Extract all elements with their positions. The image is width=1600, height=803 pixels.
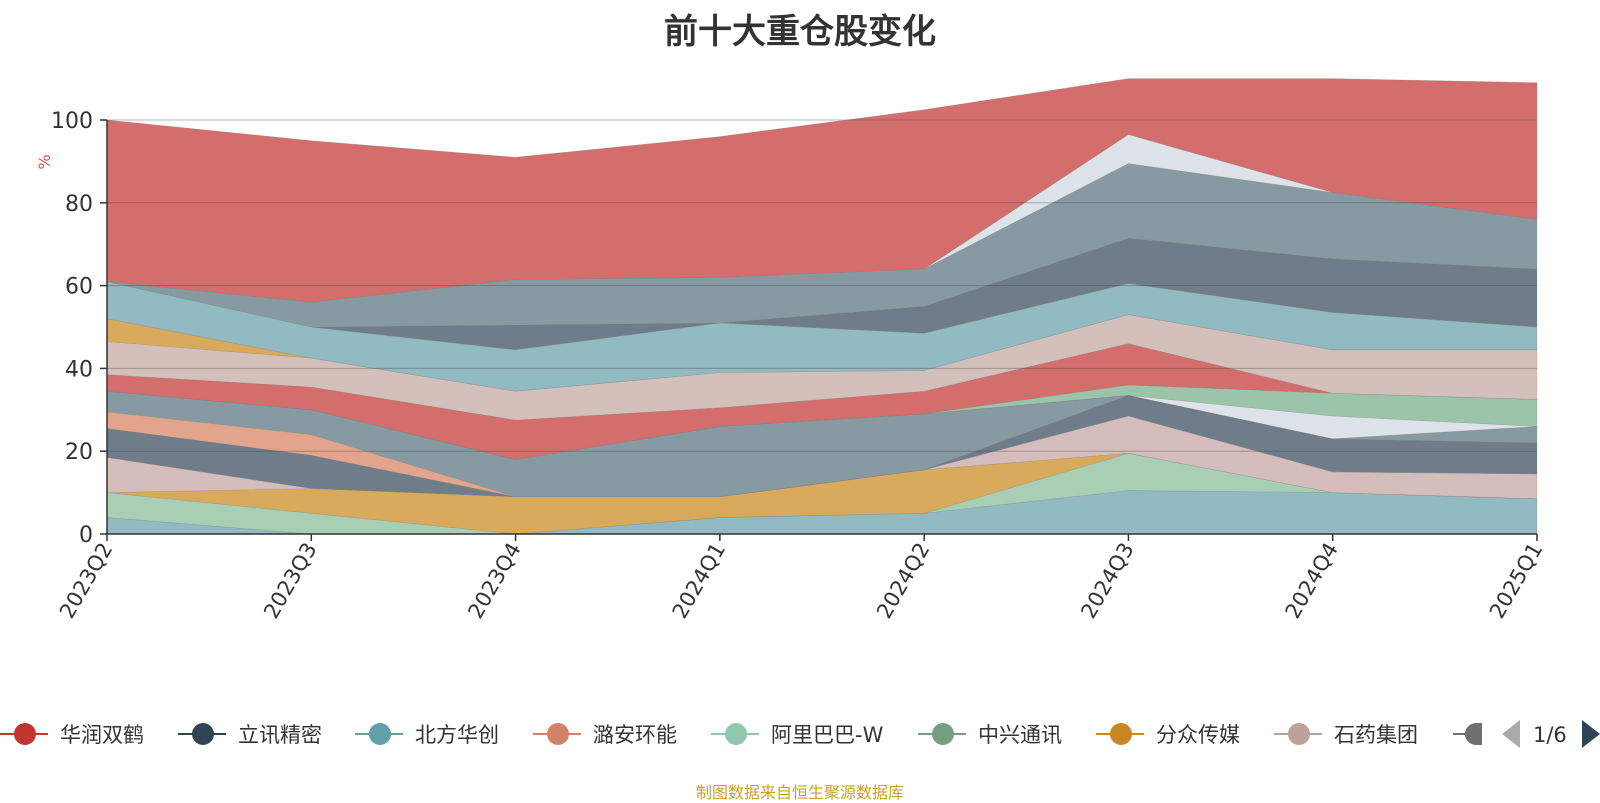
legend-label: 潞安环能 xyxy=(593,723,677,747)
legend-item[interactable]: 阿里巴巴-W xyxy=(711,723,884,747)
legend-label: 华润双鹤 xyxy=(60,723,144,747)
legend-marker-icon xyxy=(547,723,569,745)
legend-item[interactable]: 中兴通讯 xyxy=(918,723,1062,747)
y-tick-label: 60 xyxy=(65,275,93,300)
legend-item[interactable]: 分众传媒 xyxy=(1096,723,1240,747)
area-series-sage-mid xyxy=(106,384,1538,460)
legend-label: 北方华创 xyxy=(415,723,499,747)
legend-label: 阿里巴巴-W xyxy=(771,723,884,747)
x-tick-label: 2024Q2 xyxy=(872,539,934,623)
y-tick-label: 20 xyxy=(65,440,93,465)
x-tick-label: 2024Q4 xyxy=(1281,539,1343,623)
chart-title: 前十大重仓股变化 xyxy=(664,12,936,52)
x-tick-label: 2025Q1 xyxy=(1485,539,1547,623)
x-tick-label: 2023Q3 xyxy=(259,539,321,623)
area-series-red-top xyxy=(106,78,1538,303)
legend-label: 石药集团 xyxy=(1334,723,1418,747)
legend-label: 立讯精密 xyxy=(238,723,322,747)
legend-item-overflow xyxy=(1453,723,1482,745)
legend-page-indicator: 1/6 xyxy=(1533,723,1567,747)
x-tick-label: 2024Q3 xyxy=(1076,539,1138,623)
legend-item[interactable]: 华润双鹤 xyxy=(0,723,144,747)
y-tick-label: 0 xyxy=(79,523,93,548)
legend-marker-icon xyxy=(14,723,36,745)
legend-item[interactable]: 潞安环能 xyxy=(533,723,677,747)
legend-item[interactable]: 北方华创 xyxy=(355,723,499,747)
area-layers xyxy=(106,78,1538,535)
legend-marker-icon xyxy=(1110,723,1132,745)
x-tick-label: 2023Q4 xyxy=(463,539,525,623)
y-tick-label: 80 xyxy=(65,192,93,217)
legend-label: 分众传媒 xyxy=(1156,723,1240,747)
legend-marker-icon xyxy=(192,723,214,745)
legend-marker-icon xyxy=(1465,723,1482,745)
y-tick-label: 100 xyxy=(51,109,93,134)
legend: 华润双鹤 立讯精密 北方华创 潞安环能 阿里巴巴-W 中兴通讯 分众传媒 石药集团 1/6 xyxy=(0,720,1600,748)
y-tick-label: 40 xyxy=(65,357,93,382)
legend-item[interactable]: 石药集团 xyxy=(1274,723,1418,747)
x-tick-label: 2024Q1 xyxy=(668,539,730,623)
y-axis-unit: % xyxy=(35,154,54,169)
legend-marker-icon xyxy=(725,723,747,745)
legend-next-icon[interactable] xyxy=(1582,720,1600,748)
area-series-teal-mid xyxy=(106,281,1538,392)
area-series-grey-top xyxy=(106,163,1538,328)
legend-label: 中兴通讯 xyxy=(978,723,1062,747)
legend-marker-icon xyxy=(1288,723,1310,745)
x-tick-label: 2023Q2 xyxy=(55,539,117,623)
legend-marker-icon xyxy=(932,723,954,745)
legend-prev-icon[interactable] xyxy=(1502,720,1520,748)
data-source-footer: 制图数据来自恒生聚源数据库 xyxy=(695,783,904,802)
legend-marker-icon xyxy=(369,723,391,745)
legend-item[interactable]: 立讯精密 xyxy=(178,723,322,747)
